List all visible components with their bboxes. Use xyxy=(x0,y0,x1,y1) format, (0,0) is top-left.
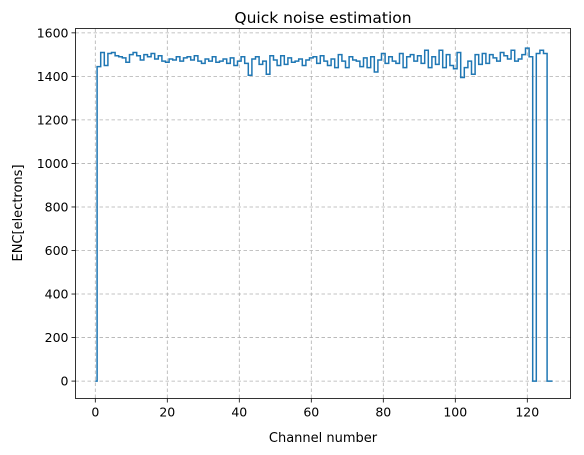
y-tick-label: 1000 xyxy=(37,156,69,171)
y-tick-label: 0 xyxy=(61,374,69,389)
plot-area xyxy=(75,28,571,399)
y-tick-label: 800 xyxy=(45,199,69,214)
x-axis: 0 20 40 60 80 100 120 xyxy=(91,398,539,420)
x-tick-label: 120 xyxy=(515,405,539,420)
y-tick-label: 200 xyxy=(45,330,69,345)
y-tick-label: 400 xyxy=(45,287,69,302)
y-axis: 0 200 400 600 800 1000 1200 1400 1600 xyxy=(37,25,76,389)
y-axis-label: ENC[electrons] xyxy=(11,164,26,261)
x-tick-label: 60 xyxy=(303,405,319,420)
x-tick-label: 100 xyxy=(443,405,467,420)
grid xyxy=(75,28,571,399)
x-tick-label: 0 xyxy=(91,405,99,420)
x-tick-label: 80 xyxy=(375,405,391,420)
x-tick-label: 20 xyxy=(159,405,175,420)
x-axis-label: Channel number xyxy=(269,431,378,446)
x-tick-label: 40 xyxy=(231,405,247,420)
y-tick-label: 1400 xyxy=(37,69,69,84)
chart-title: Quick noise estimation xyxy=(234,9,411,27)
y-tick-label: 600 xyxy=(45,243,69,258)
y-tick-label: 1200 xyxy=(37,112,69,127)
y-tick-label: 1600 xyxy=(37,25,69,40)
series-step-line xyxy=(95,47,553,382)
plot-frame xyxy=(75,28,571,399)
